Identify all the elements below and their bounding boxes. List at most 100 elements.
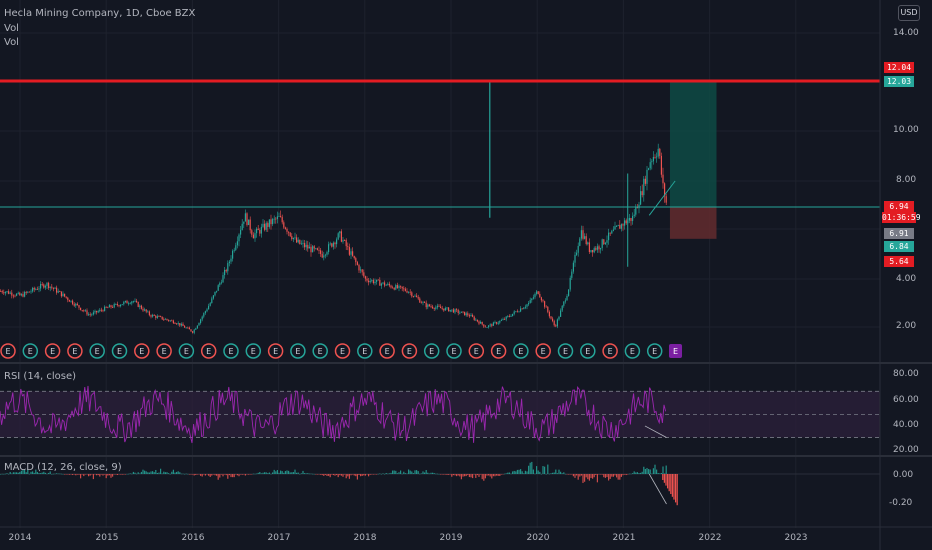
volume-legend[interactable]: Vol bbox=[4, 23, 19, 34]
earnings-marker[interactable]: E bbox=[490, 343, 507, 359]
macd-bar bbox=[32, 471, 34, 474]
candle-body bbox=[628, 217, 630, 221]
macd-bar bbox=[329, 474, 331, 478]
candle-body bbox=[155, 315, 157, 318]
candle-body bbox=[292, 237, 294, 240]
candle-body bbox=[587, 242, 589, 244]
earnings-marker[interactable]: E bbox=[67, 343, 83, 359]
candle-body bbox=[646, 169, 648, 184]
candle-body bbox=[577, 245, 579, 253]
earnings-marker[interactable]: E bbox=[200, 343, 217, 359]
candle-body bbox=[148, 311, 150, 316]
earnings-marker[interactable]: E bbox=[290, 343, 306, 359]
macd-bar bbox=[249, 474, 251, 475]
earnings-marker[interactable]: E bbox=[223, 343, 239, 359]
earnings-marker[interactable]: E bbox=[44, 343, 61, 359]
earnings-marker[interactable]: E bbox=[312, 343, 328, 359]
macd-bar bbox=[312, 473, 314, 475]
earnings-marker[interactable]: E bbox=[267, 343, 284, 359]
earnings-badge bbox=[490, 343, 507, 359]
earnings-marker[interactable]: E bbox=[513, 343, 529, 359]
candle-body bbox=[496, 322, 498, 324]
earnings-marker[interactable]: E bbox=[357, 343, 373, 359]
earnings-marker[interactable]: E bbox=[401, 343, 418, 359]
candle-body bbox=[571, 271, 573, 278]
macd-bar bbox=[400, 470, 402, 474]
candle-body bbox=[603, 239, 605, 245]
earnings-marker[interactable]: E bbox=[423, 343, 440, 359]
rsi-legend[interactable]: RSI (14, close) bbox=[4, 371, 77, 382]
candle-body bbox=[244, 213, 246, 222]
candle-body bbox=[380, 283, 382, 286]
macd-bar bbox=[641, 471, 643, 474]
candle-body bbox=[283, 222, 285, 228]
earnings-marker[interactable]: E bbox=[557, 343, 574, 359]
macd-legend[interactable]: MACD (12, 26, close, 9) bbox=[4, 462, 122, 473]
macd-bar bbox=[1, 473, 3, 475]
macd-bar bbox=[446, 474, 448, 475]
symbol-title[interactable]: Hecla Mining Company, 1D, Cboe BZX bbox=[4, 8, 196, 19]
macd-bar bbox=[116, 474, 118, 476]
candle-body bbox=[620, 224, 622, 229]
earnings-marker[interactable]: E bbox=[178, 343, 195, 359]
macd-bar bbox=[345, 474, 347, 479]
earnings-marker[interactable]: E bbox=[89, 343, 105, 359]
earnings-badge bbox=[312, 343, 328, 359]
earnings-letter: E bbox=[585, 347, 590, 356]
earnings-letter: E bbox=[228, 347, 233, 356]
candle-body bbox=[491, 324, 493, 326]
macd-bar bbox=[100, 474, 102, 475]
earnings-marker[interactable]: E bbox=[446, 343, 462, 359]
earnings-marker[interactable]: E bbox=[22, 343, 39, 359]
earnings-marker[interactable]: E bbox=[580, 343, 596, 359]
earnings-marker[interactable]: E bbox=[134, 343, 150, 359]
earnings-letter: E bbox=[385, 347, 390, 356]
macd-bar bbox=[315, 474, 317, 475]
macd-bar bbox=[576, 474, 578, 476]
macd-bar bbox=[291, 472, 293, 474]
macd-bar bbox=[339, 474, 341, 476]
volume-legend-2[interactable]: Vol bbox=[4, 37, 19, 48]
earnings-marker[interactable]: E bbox=[602, 343, 618, 359]
macd-bar bbox=[33, 472, 35, 474]
macd-bar bbox=[497, 474, 499, 476]
candle-body bbox=[41, 284, 43, 285]
earnings-marker[interactable]: E bbox=[646, 343, 663, 359]
macd-bar-tail bbox=[674, 474, 677, 503]
earnings-badge bbox=[379, 343, 395, 359]
candle-body bbox=[339, 231, 341, 234]
earnings-marker[interactable]: E bbox=[334, 343, 351, 359]
earnings-marker[interactable]: E bbox=[156, 343, 172, 359]
macd-bar bbox=[585, 474, 587, 478]
macd-bar bbox=[528, 465, 530, 474]
macd-bar bbox=[75, 474, 77, 476]
earnings-marker-upcoming[interactable]: E bbox=[669, 344, 682, 358]
earnings-marker[interactable]: E bbox=[379, 343, 395, 359]
candle-body bbox=[507, 315, 509, 317]
earnings-marker[interactable]: E bbox=[0, 343, 16, 359]
macd-bar bbox=[395, 470, 397, 474]
candle-body bbox=[113, 304, 115, 308]
macd-bar bbox=[92, 474, 94, 480]
macd-bar bbox=[19, 472, 21, 474]
candle-body bbox=[593, 248, 595, 253]
macd-bar bbox=[553, 472, 555, 474]
earnings-marker[interactable]: E bbox=[624, 343, 641, 359]
earnings-marker[interactable]: E bbox=[111, 343, 128, 359]
macd-bar bbox=[393, 470, 395, 474]
earnings-marker[interactable]: E bbox=[535, 343, 551, 359]
currency-button[interactable]: USD bbox=[898, 5, 920, 21]
earnings-marker[interactable]: E bbox=[468, 343, 485, 359]
macd-bar bbox=[164, 472, 166, 474]
candle-body bbox=[492, 322, 494, 326]
candle-body bbox=[545, 306, 547, 308]
macd-bar bbox=[4, 473, 6, 475]
candle-body bbox=[137, 301, 139, 307]
horizontal-lines[interactable] bbox=[0, 79, 880, 208]
earnings-badge bbox=[423, 343, 440, 359]
earnings-marker[interactable]: E bbox=[245, 343, 262, 359]
candle-body bbox=[195, 328, 197, 330]
